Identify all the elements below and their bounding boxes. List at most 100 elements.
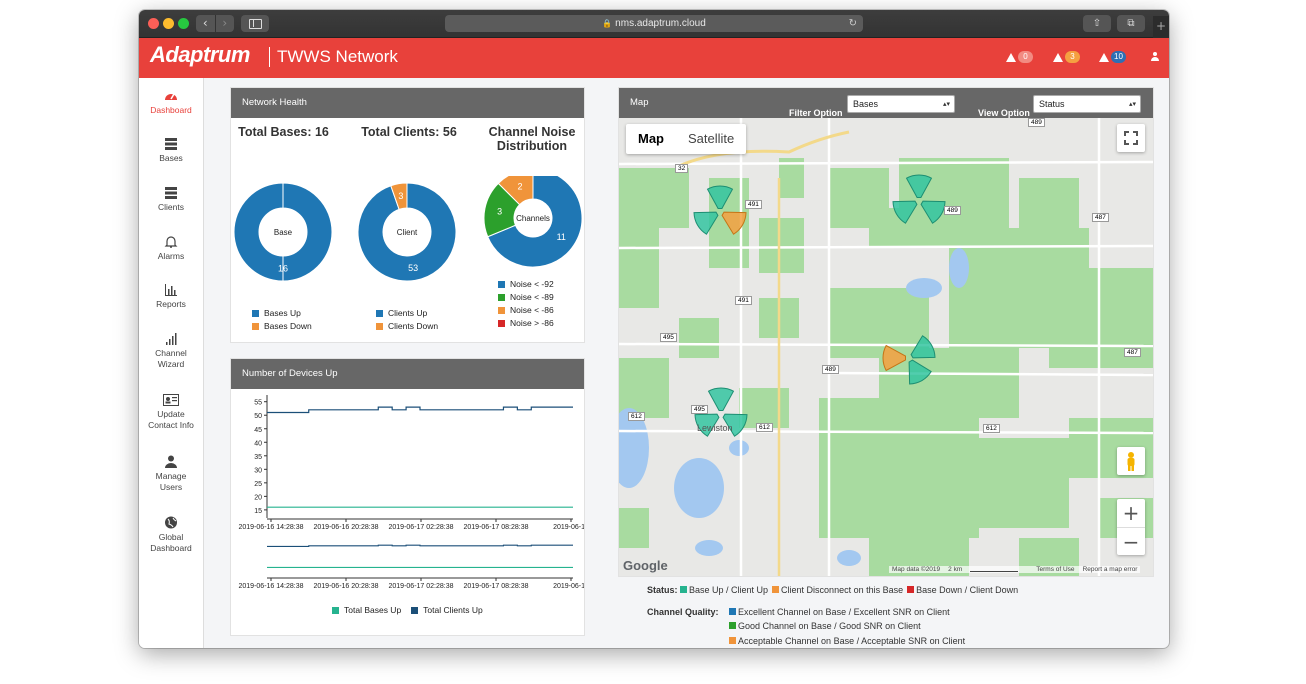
base-sector[interactable]: [722, 413, 748, 437]
navigator-series-line: [267, 544, 573, 547]
legend-swatch: [498, 307, 505, 314]
road-shield: 487: [1092, 213, 1109, 222]
address-bar[interactable]: 🔒 nms.adaptrum.cloud ↻: [445, 15, 863, 32]
town-label: Lewiston: [697, 423, 733, 433]
series-line[interactable]: [267, 406, 573, 414]
map-scale: 2 km: [948, 566, 963, 573]
road-shield: 489: [1028, 118, 1045, 127]
street-view-pegman[interactable]: [1117, 447, 1145, 475]
donut-slice[interactable]: [390, 182, 408, 210]
slice-value-label: 3: [497, 206, 502, 216]
map-type-satellite-button[interactable]: Satellite: [688, 131, 735, 146]
base-sector[interactable]: [721, 211, 747, 235]
app-title: TWWS Network: [277, 47, 398, 66]
y-tick-label: 20: [254, 494, 262, 501]
terms-link[interactable]: Terms of Use: [1036, 566, 1075, 573]
donut-slice[interactable]: [487, 176, 583, 268]
adaptrum-logo[interactable]: Adaptrum: [150, 42, 250, 67]
sidebar-item-bases[interactable]: Bases: [139, 138, 203, 164]
legend-label: Bases Down: [264, 321, 312, 331]
fullscreen-window-button[interactable]: [178, 18, 189, 29]
donut-slice[interactable]: [233, 182, 333, 282]
base-sector[interactable]: [882, 344, 906, 372]
bases-legend: Bases Up Bases Down: [252, 307, 312, 333]
legend-item: Acceptable Channel on Base / Acceptable …: [729, 634, 965, 649]
donut-slice[interactable]: [497, 176, 534, 206]
base-sector[interactable]: [694, 413, 720, 437]
x-tick-label: 2019-06-17 02:28:38: [389, 524, 454, 531]
base-sector[interactable]: [910, 335, 936, 359]
legend-swatch: [729, 636, 736, 644]
close-window-button[interactable]: [148, 18, 159, 29]
zoom-out-button[interactable]: −: [1117, 527, 1145, 556]
noise-donut: 11 3 2 Channels: [483, 176, 583, 268]
quality-row: Channel Quality: Excellent Channel on Ba…: [647, 605, 1018, 649]
sidebar-item-label-line1: Manage: [155, 471, 187, 481]
devices-line-chart[interactable]: 15 20 25 30 35 40 45 50 55 2019-06-16 14:28:38 201…: [231, 389, 584, 604]
globe-icon: [165, 516, 177, 529]
navigator-x-tick-label: 2019-06-16 20:28:38: [314, 583, 379, 590]
sidebar-item-clients[interactable]: Clients: [139, 187, 203, 213]
report-error-link[interactable]: Report a map error: [1082, 566, 1138, 573]
sidebar-item-alarms[interactable]: Alarms: [139, 235, 203, 262]
sidebar-item-update-contact[interactable]: Update Contact Info: [139, 394, 203, 431]
share-icon[interactable]: ⇧: [1083, 15, 1111, 32]
base-station-markers[interactable]: [693, 174, 946, 437]
road-shields: 489 32 491 489 487 491 495 489 487 612 4…: [619, 118, 1153, 576]
legend-label: Noise > -86: [510, 318, 554, 328]
legend-label: Base Up / Client Up: [689, 585, 769, 595]
alert-minor[interactable]: 10: [1099, 51, 1126, 63]
sidebar-item-manage-users[interactable]: Manage Users: [139, 455, 203, 493]
sidebar-item-reports[interactable]: Reports: [139, 284, 203, 310]
noise-legend: Noise < -92 Noise < -89 Noise < -86 Nois…: [498, 278, 554, 330]
base-sector[interactable]: [706, 185, 734, 209]
map-canvas[interactable]: 489 32 491 489 487 491 495 489 487 612 4…: [619, 118, 1153, 576]
map-type-map-button[interactable]: Map: [638, 131, 664, 146]
sidebar-item-label-line1: Channel: [155, 348, 187, 358]
base-sector[interactable]: [920, 200, 946, 224]
y-tick-label: 35: [254, 454, 262, 461]
filter-option-select[interactable]: Bases ▴▾: [847, 95, 955, 113]
legend-item: Clients Down: [376, 320, 438, 333]
sidebar-item-dashboard[interactable]: Dashboard: [139, 90, 203, 116]
back-icon[interactable]: ‹: [202, 16, 208, 30]
alert-major[interactable]: 3: [1053, 51, 1080, 63]
tabs-icon[interactable]: ⧉: [1117, 15, 1145, 32]
sidebar-toggle-icon[interactable]: [241, 15, 269, 32]
new-tab-button[interactable]: +: [1153, 16, 1169, 38]
x-tick-label: 2019-06-16 20:28:38: [314, 524, 379, 531]
navigator-x-tick-label: 2019-06-17 08:28:38: [464, 583, 529, 590]
view-option-select[interactable]: Status ▴▾: [1033, 95, 1141, 113]
donut-center-label: Base: [274, 228, 293, 237]
minimize-window-button[interactable]: [163, 18, 174, 29]
base-sector[interactable]: [707, 387, 735, 411]
base-sector[interactable]: [892, 200, 918, 224]
sidebar-item-label: Reports: [156, 299, 186, 309]
base-sector[interactable]: [908, 359, 932, 385]
slice-value-label: 2: [517, 182, 522, 192]
fullscreen-button[interactable]: [1117, 124, 1145, 152]
sidebar-item-global-dashboard[interactable]: Global Dashboard: [139, 516, 203, 554]
reload-icon[interactable]: ↻: [848, 18, 857, 29]
map-panel: Map Filter Option Bases ▴▾ View Option St…: [619, 88, 1153, 576]
slice-value-label: 53: [408, 263, 418, 273]
alert-critical[interactable]: 0: [1006, 51, 1033, 63]
browser-toolbar: ‹ › 🔒 nms.adaptrum.cloud ↻ ⇧ ⧉ +: [139, 10, 1169, 38]
map-panel-header: Map Filter Option Bases ▴▾ View Option St…: [619, 88, 1153, 118]
user-menu-icon[interactable]: [1151, 52, 1159, 62]
road-shield: 489: [944, 206, 961, 215]
zoom-in-button[interactable]: +: [1122, 501, 1140, 525]
noise-distribution-title: Channel Noise Distribution: [477, 125, 587, 153]
legend-label: Client Disconnect on this Base: [781, 585, 904, 595]
quality-items: Excellent Channel on Base / Excellent SN…: [729, 605, 965, 649]
base-sector[interactable]: [693, 211, 719, 235]
base-sector[interactable]: [905, 174, 933, 198]
forward-icon[interactable]: ›: [214, 15, 235, 32]
dashboard-icon: [165, 93, 177, 100]
map-type-control: Map Satellite: [626, 124, 747, 154]
legend-item: Excellent Channel on Base / Excellent SN…: [729, 605, 965, 620]
donut-slice[interactable]: [357, 182, 457, 282]
navigator-x-tick-label: 2019-06-17: [553, 583, 584, 590]
sidebar-item-channel-wizard[interactable]: Channel Wizard: [139, 333, 203, 370]
legend-label: Total Bases Up: [344, 605, 402, 615]
